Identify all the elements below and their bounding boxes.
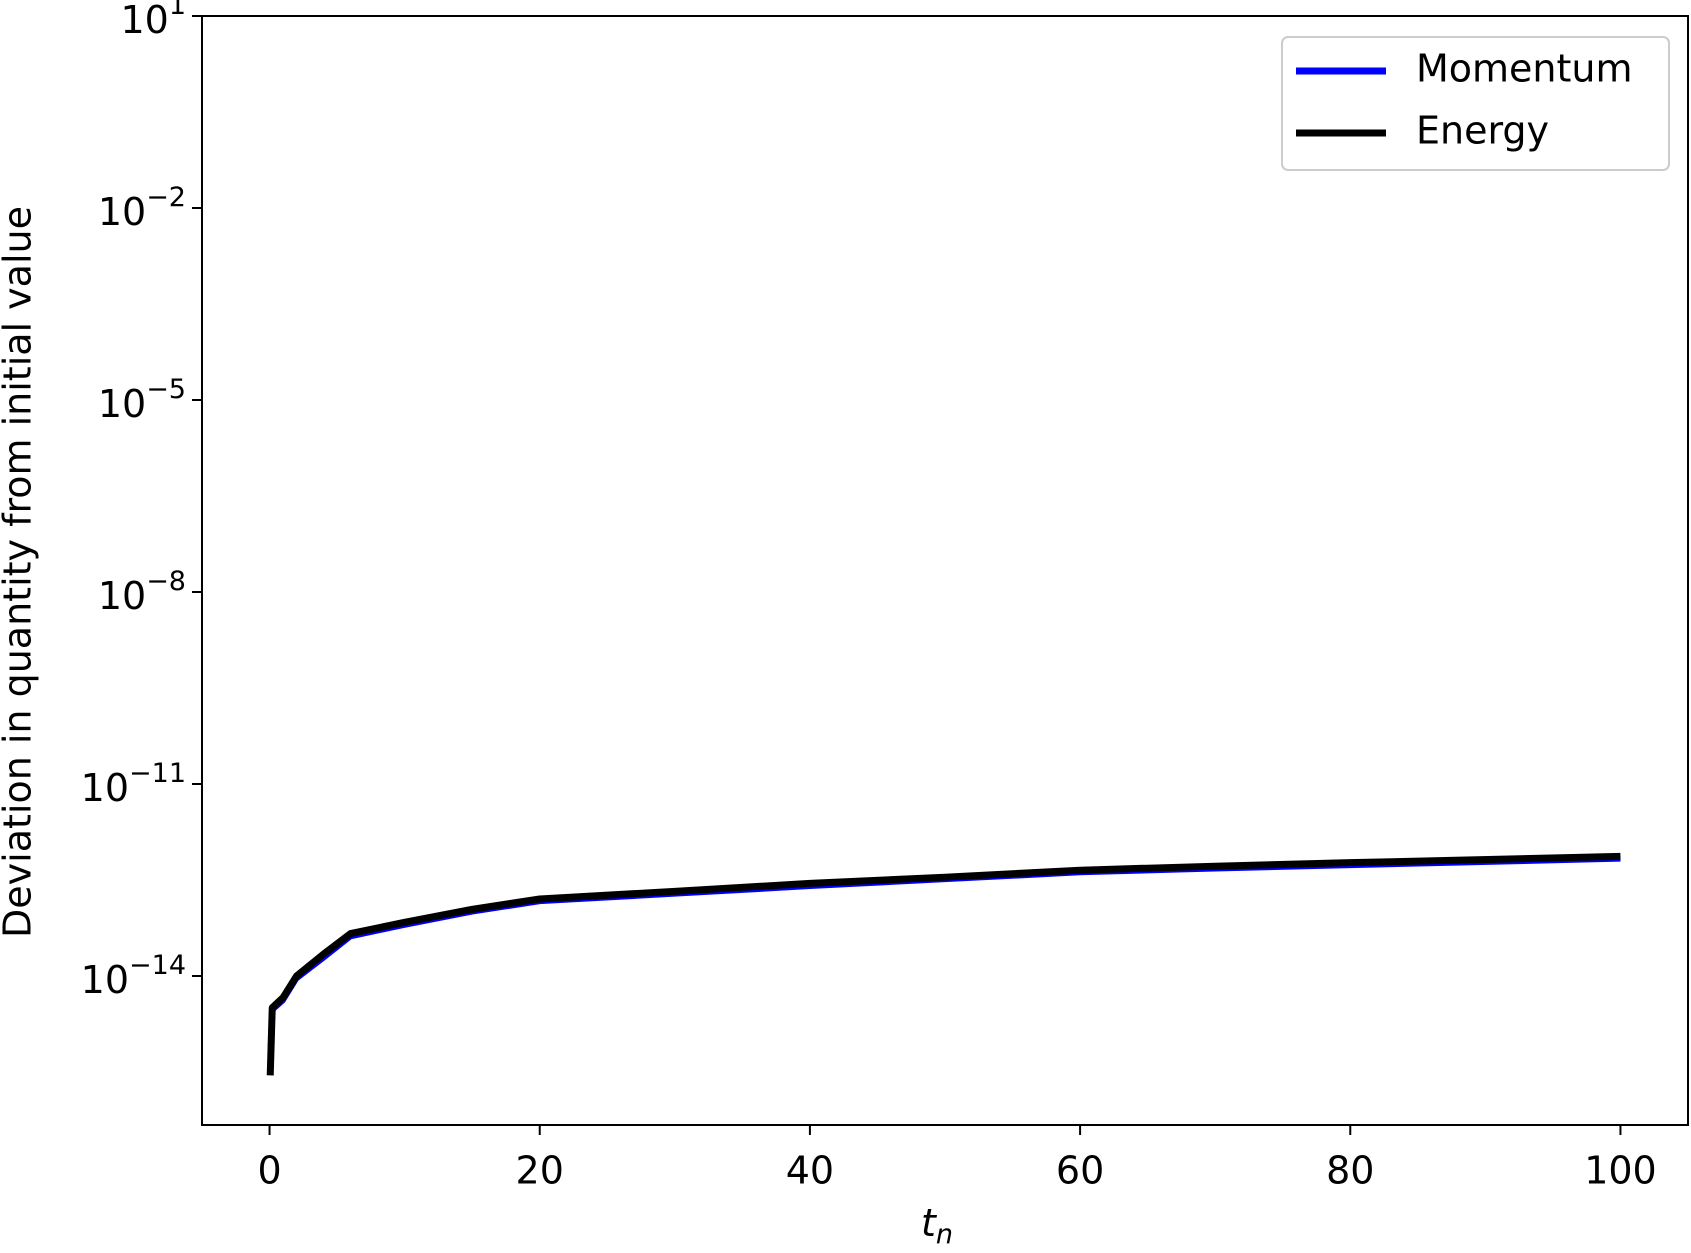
y-axis-label: Deviation in quantity from initial value <box>0 206 40 938</box>
series-line <box>267 856 1621 1047</box>
y-tick-base: 10 <box>98 382 146 426</box>
y-tick-base: 10 <box>120 0 168 42</box>
legend-label: Momentum <box>1416 47 1633 91</box>
x-tick-label: 100 <box>1584 1149 1657 1193</box>
y-tick-label: 10−11 <box>81 758 186 810</box>
x-axis-label-main: t <box>921 1201 938 1245</box>
y-tick-base: 10 <box>81 766 129 810</box>
x-axis-label: tn <box>921 1201 953 1250</box>
y-tick-label: 10−5 <box>98 374 186 426</box>
y-tick-label: 10−14 <box>81 950 186 1002</box>
x-tick-label: 0 <box>257 1149 281 1193</box>
y-tick-label: 101 <box>120 0 186 42</box>
x-tick-label: 80 <box>1326 1149 1374 1193</box>
y-tick-power: −5 <box>146 374 186 405</box>
plot-frame <box>201 15 1689 1126</box>
y-tick-power: −2 <box>146 182 186 213</box>
legend-label: Energy <box>1416 109 1549 153</box>
y-tick-base: 10 <box>81 958 129 1002</box>
series-line <box>266 852 1621 1076</box>
y-tick-base: 10 <box>98 574 146 618</box>
y-tick-power: −8 <box>146 566 186 597</box>
y-tick-power: 1 <box>169 0 186 21</box>
y-tick-power: −14 <box>129 950 186 981</box>
y-tick-power: −11 <box>129 758 186 789</box>
x-tick-label: 60 <box>1056 1149 1104 1193</box>
x-tick-label: 20 <box>516 1149 564 1193</box>
x-tick-label: 40 <box>786 1149 834 1193</box>
x-axis-label-sub: n <box>936 1219 953 1250</box>
y-tick-label: 10−8 <box>98 566 186 618</box>
y-tick-base: 10 <box>98 190 146 234</box>
y-tick-label: 10−2 <box>98 182 186 234</box>
